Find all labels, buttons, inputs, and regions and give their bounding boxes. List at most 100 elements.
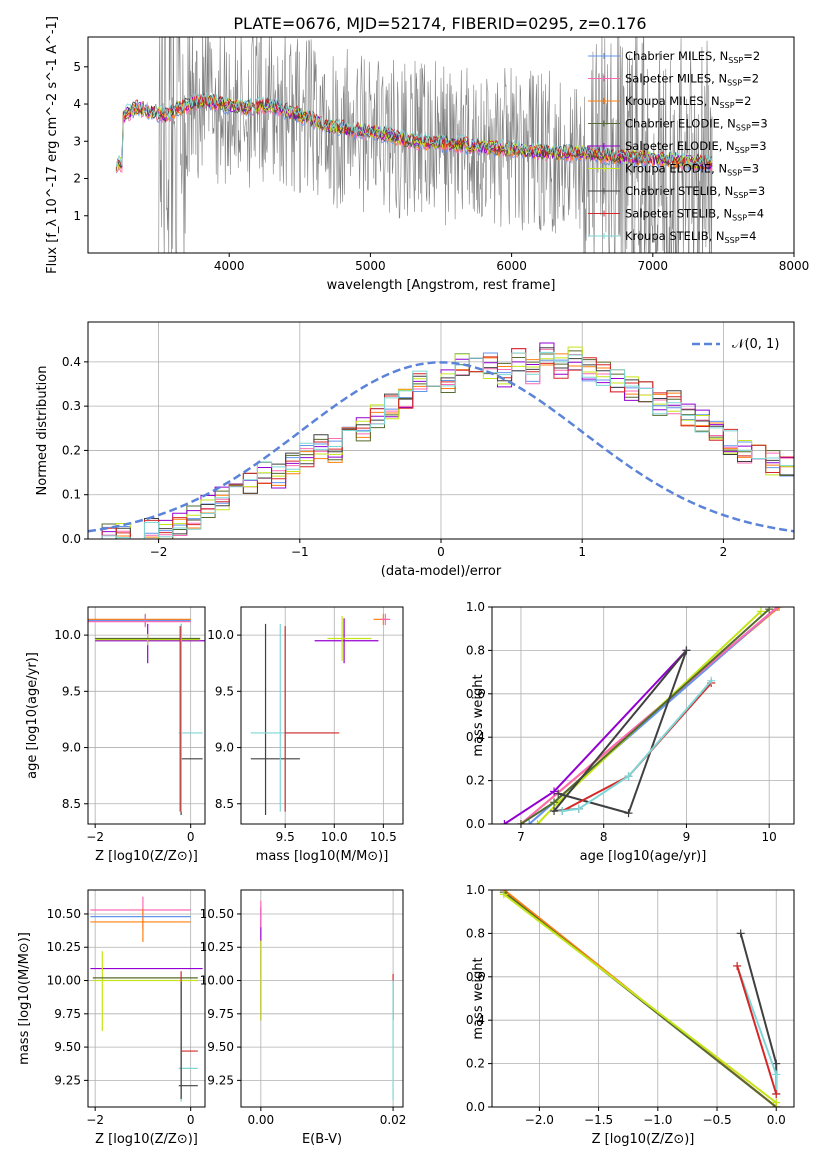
y-tick-label: 9.25 xyxy=(207,1073,234,1087)
x-tick-label: −2.0 xyxy=(525,1113,554,1127)
x-tick-label: 10.5 xyxy=(370,830,397,844)
y-tick-label: 4 xyxy=(73,97,81,111)
figure-title: PLATE=0676, MJD=52174, FIBERID=0295, z=0… xyxy=(233,14,646,33)
y-tick-label: 10.0 xyxy=(54,628,81,642)
weight-line-kroupa-elodie xyxy=(503,893,777,1104)
x-axis-label: Z [log10(Z/Z⊙)] xyxy=(592,1132,695,1147)
x-tick-label: 9 xyxy=(683,830,691,844)
y-tick-label: 0.6 xyxy=(466,687,485,701)
x-tick-label: −1.5 xyxy=(584,1113,613,1127)
y-tick-label: 0.6 xyxy=(466,970,485,984)
y-tick-label: 0.1 xyxy=(62,488,81,502)
y-tick-label: 10.50 xyxy=(200,907,234,921)
y-tick-label: 0.8 xyxy=(466,926,485,940)
axes-frame: −2 0 9.25 9.50 9.75 10.00 10.25 10.50 Z [log10(Z… xyxy=(17,889,206,1147)
x-axis-label: age [log10(age/yr)] xyxy=(580,849,707,864)
x-tick-label: −1.0 xyxy=(643,1113,672,1127)
y-tick-label: 9.0 xyxy=(215,741,234,755)
age-vs-mass-panel: 9.5 10.0 10.5 8.5 9.0 9.5 10.0 mass [log10(M/M⊙… xyxy=(207,606,404,864)
x-tick-label: 10 xyxy=(762,830,777,844)
y-tick-label: 0.8 xyxy=(466,643,485,657)
plot-marks xyxy=(115,37,713,253)
y-tick-label: 9.50 xyxy=(207,1040,234,1054)
spectrum-panel: 4000 5000 6000 7000 8000 1 2 3 4 5 wavelength [Ang… xyxy=(45,16,809,293)
x-tick-label: 7000 xyxy=(638,259,669,273)
plot-marks xyxy=(499,890,781,1107)
legend-label: 𝒩(0, 1) xyxy=(732,337,779,352)
x-tick-label: 1 xyxy=(578,545,586,559)
y-tick-label: 10.00 xyxy=(47,974,81,988)
weight-line-kroupa-stelib xyxy=(562,680,713,812)
x-tick-label: −2 xyxy=(150,545,168,559)
legend-label: Salpeter MILES, NSSP=2 xyxy=(625,72,759,88)
observed-spectrum xyxy=(158,37,713,253)
legend-label: Kroupa MILES, NSSP=2 xyxy=(625,94,751,110)
residual-histogram-panel: −2 −1 0 1 2 0.0 0.1 0.2 0.3 0.4 (data-model)/error… xyxy=(35,321,795,579)
plot-marks xyxy=(90,896,203,1102)
y-tick-label: 8.5 xyxy=(62,797,81,811)
y-axis-label: mass weight xyxy=(471,957,486,1039)
x-axis-label: Z [log10(Z/Z⊙)] xyxy=(95,849,198,864)
legend-label: Chabrier MILES, NSSP=2 xyxy=(625,49,760,65)
axes-frame-rect xyxy=(87,606,206,825)
x-tick-label: 9.5 xyxy=(276,830,295,844)
y-tick-label: 9.25 xyxy=(54,1073,81,1087)
axes-frame: −2 0 8.5 9.0 9.5 10.0 Z [log10(Z/Z⊙)] age [log1… xyxy=(25,606,206,864)
y-tick-label: 0.0 xyxy=(466,817,485,831)
axes-frame-rect xyxy=(87,36,795,254)
x-tick-label: 0 xyxy=(437,545,445,559)
histogram-salpeter-elodie xyxy=(88,342,794,539)
legend-label: Salpeter STELIB, NSSP=4 xyxy=(625,207,764,223)
y-tick-label: 10.0 xyxy=(207,628,234,642)
axes-frame: 7 8 9 10 0.0 0.2 0.4 0.6 0.8 1.0 age [log10(age/yr… xyxy=(466,600,795,864)
y-axis-label: mass [log10(M/M⊙)] xyxy=(17,932,32,1065)
axes-frame: 4000 5000 6000 7000 8000 1 2 3 4 5 wavelength [Ang… xyxy=(45,16,809,293)
legend-label: Chabrier ELODIE, NSSP=3 xyxy=(625,117,768,133)
y-tick-label: 10.25 xyxy=(200,940,234,954)
y-tick-label: 5 xyxy=(73,60,81,74)
x-tick-label: 0 xyxy=(187,1113,195,1127)
weight-vs-age-panel: 7 8 9 10 0.0 0.2 0.4 0.6 0.8 1.0 age [log10(age/yr… xyxy=(466,600,795,864)
axes-frame: −2.0 −1.5 −1.0 −0.5 0.0 0.0 0.2 0.4 0.6 0.8 1.0 Z [… xyxy=(466,883,795,1147)
model-spectrum-chabrier-stelib xyxy=(115,94,713,169)
plot-area xyxy=(88,607,205,824)
x-tick-label: 0.02 xyxy=(380,1113,407,1127)
weight-line-chabrier-stelib xyxy=(739,933,778,1094)
y-tick-label: 0.2 xyxy=(62,443,81,457)
y-tick-label: 3 xyxy=(73,134,81,148)
y-axis-label: mass weight xyxy=(471,674,486,756)
legend-label: Kroupa ELODIE, NSSP=3 xyxy=(625,162,759,178)
y-tick-label: 0.3 xyxy=(62,399,81,413)
x-tick-label: 0 xyxy=(187,830,195,844)
model-spectrum-kroupa-stelib xyxy=(115,91,713,168)
y-tick-label: 8.5 xyxy=(215,797,234,811)
weight-line-salpeter-stelib xyxy=(736,965,778,1095)
y-tick-label: 9.50 xyxy=(54,1040,81,1054)
plot-marks xyxy=(88,342,794,539)
y-tick-label: 0.2 xyxy=(466,774,485,788)
y-tick-label: 0.0 xyxy=(466,1100,485,1114)
axes-frame: −2 −1 0 1 2 0.0 0.1 0.2 0.3 0.4 (data-model)/error… xyxy=(35,321,795,579)
y-tick-label: 0.4 xyxy=(466,730,485,744)
x-tick-label: 8000 xyxy=(779,259,810,273)
legend-label: Chabrier STELIB, NSSP=3 xyxy=(625,184,765,200)
y-tick-label: 0.4 xyxy=(62,355,81,369)
x-tick-label: −0.5 xyxy=(702,1113,731,1127)
y-axis-label: age [log10(age/yr)] xyxy=(25,652,40,779)
y-tick-label: 9.5 xyxy=(62,684,81,698)
axes-frame: 0.00 0.02 9.25 9.50 9.75 10.00 10.25 10.50 E(B-V… xyxy=(200,889,407,1147)
axes-frame-rect xyxy=(240,606,404,825)
plot-area xyxy=(492,606,794,825)
y-tick-label: 0.4 xyxy=(466,1013,485,1027)
x-tick-label: 2 xyxy=(720,545,728,559)
x-tick-label: 10.0 xyxy=(321,830,348,844)
plot-marks xyxy=(260,900,394,1101)
x-axis-label: E(B-V) xyxy=(302,1132,342,1147)
axes-frame-rect xyxy=(87,889,206,1108)
x-tick-label: −2 xyxy=(86,1113,104,1127)
y-tick-label: 10.25 xyxy=(47,940,81,954)
plot-marks xyxy=(250,613,391,816)
y-tick-label: 0.0 xyxy=(62,532,81,546)
histogram-salpeter-stelib xyxy=(88,348,794,539)
axes-frame-rect xyxy=(240,889,404,1108)
